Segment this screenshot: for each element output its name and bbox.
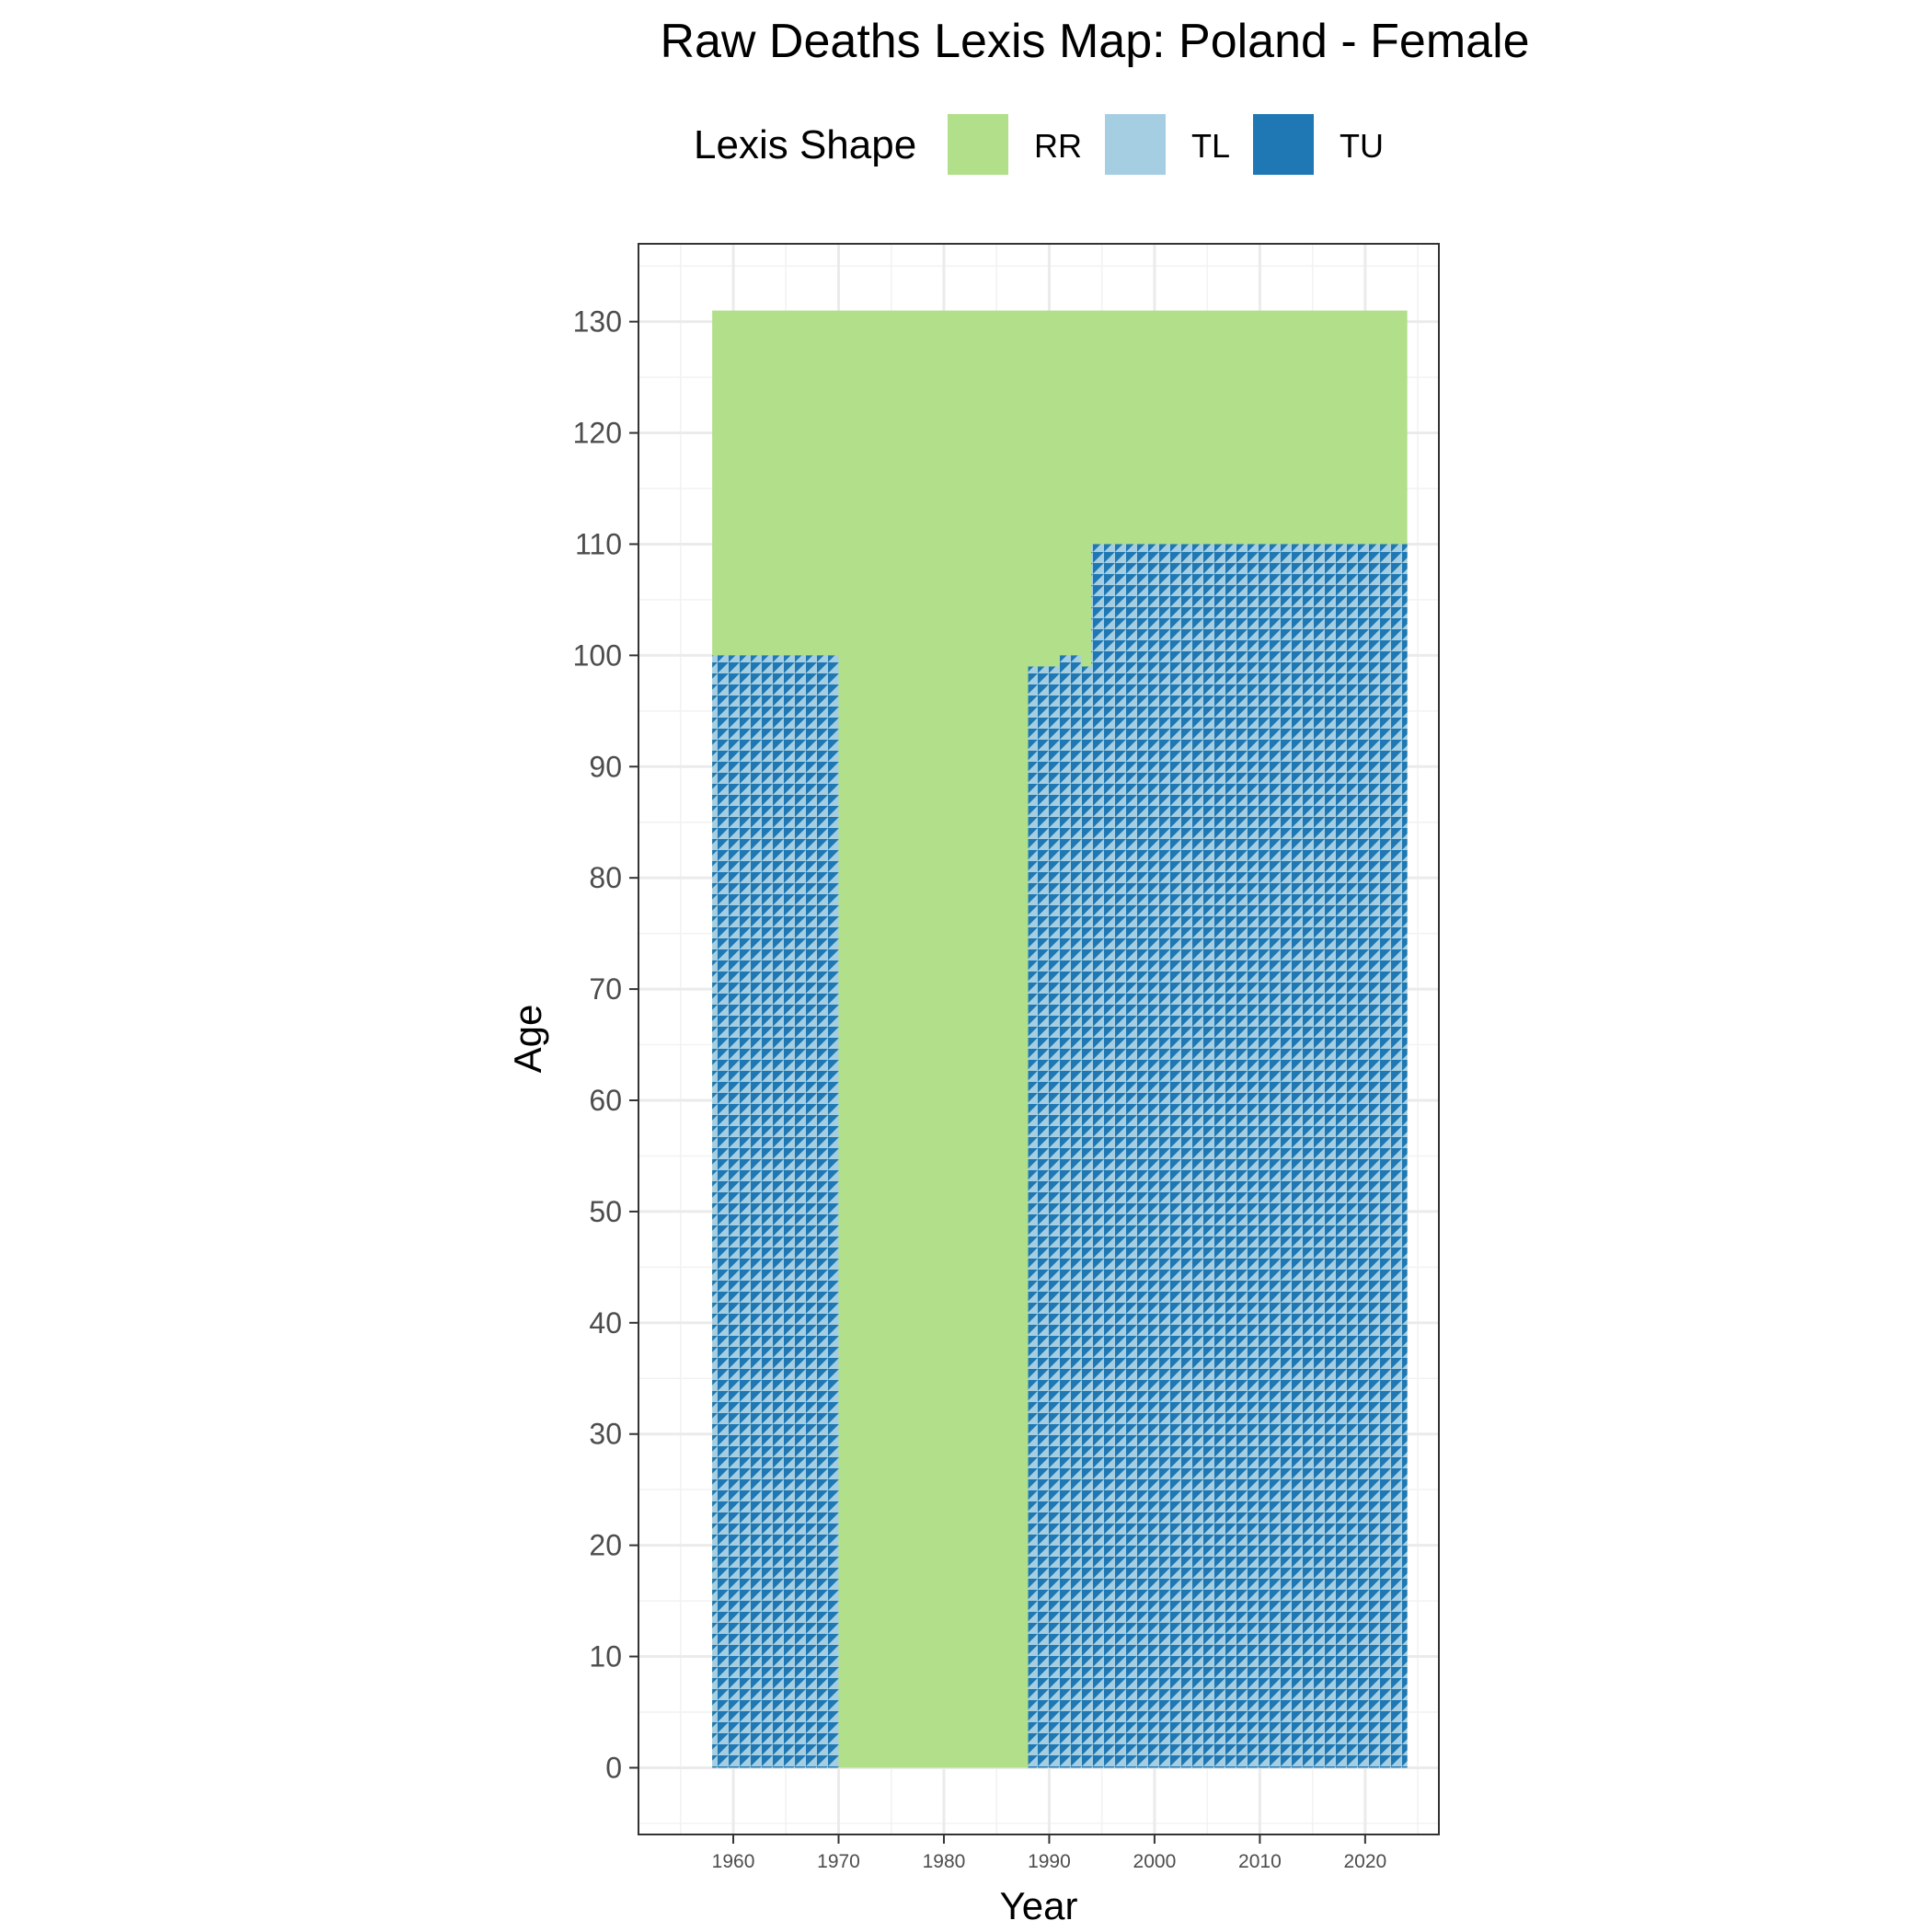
triangle-region-4 [1080,666,1092,1768]
chart-title: Raw Deaths Lexis Map: Poland - Female [660,15,1529,68]
y-tick-label: 110 [575,527,622,560]
y-tick-label: 80 [589,861,622,894]
triangle-region-1 [712,655,839,1768]
y-axis-title: Age [506,1005,549,1074]
legend-key-tl [1105,114,1166,175]
x-tick-label: 1990 [1028,1851,1071,1872]
y-tick-label: 0 [605,1751,622,1784]
x-tick-label: 1960 [712,1851,755,1872]
legend: Lexis Shape RR TL TU [694,114,1384,175]
legend-label-tu: TU [1340,127,1384,165]
legend-key-rr [948,114,1008,175]
y-tick-label: 20 [589,1529,622,1562]
y-tick-label: 90 [589,750,622,783]
triangle-region-3 [1059,655,1081,1768]
x-tick-label: 2020 [1344,1851,1387,1872]
x-tick-label: 2010 [1238,1851,1282,1872]
legend-key-tu [1253,114,1314,175]
legend-label-tl: TL [1191,127,1230,165]
y-tick-label: 130 [573,305,622,339]
y-tick-label: 100 [573,638,622,672]
y-tick-label: 50 [589,1195,622,1228]
legend-title: Lexis Shape [694,122,916,167]
y-tick-label: 70 [589,972,622,1006]
x-axis-title: Year [1000,1884,1078,1927]
plot-panel [638,243,1440,1835]
x-tick-label: 1980 [923,1851,966,1872]
triangle-region-2 [1028,666,1060,1768]
legend-label-rr: RR [1034,127,1082,165]
x-axis: 1960 1970 1980 1990 2000 2010 2020 [712,1834,1387,1872]
y-axis: 0 10 20 30 40 50 60 70 80 90 100 110 120 130 [573,305,638,1784]
y-tick-label: 40 [589,1306,622,1340]
x-tick-label: 1970 [817,1851,860,1872]
y-tick-label: 10 [589,1640,622,1673]
x-tick-label: 2000 [1133,1851,1177,1872]
y-tick-label: 30 [589,1418,622,1451]
y-tick-label: 120 [573,417,622,450]
panel-border [638,243,1440,1835]
triangle-region-5 [1091,544,1408,1768]
y-tick-label: 60 [589,1084,622,1117]
